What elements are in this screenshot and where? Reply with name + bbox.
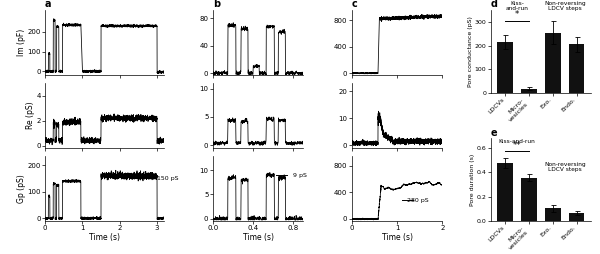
Y-axis label: Re (pS): Re (pS) — [26, 102, 35, 129]
Bar — [521, 89, 536, 93]
Text: 9 pS: 9 pS — [292, 173, 307, 178]
Text: **: ** — [512, 141, 521, 150]
Text: 150 pS: 150 pS — [155, 176, 179, 181]
Y-axis label: Pore duration (s): Pore duration (s) — [470, 153, 475, 206]
Text: Non-reversing
LDCV steps: Non-reversing LDCV steps — [544, 1, 586, 11]
Bar — [569, 44, 584, 93]
Text: d: d — [491, 0, 497, 9]
X-axis label: Time (s): Time (s) — [89, 232, 120, 242]
Bar — [545, 208, 560, 221]
X-axis label: Time (s): Time (s) — [242, 232, 274, 242]
Y-axis label: Pore conductance (pS): Pore conductance (pS) — [469, 16, 473, 87]
Text: c: c — [352, 0, 358, 9]
Bar — [497, 42, 513, 93]
Text: Kiss-
and-run: Kiss- and-run — [505, 1, 529, 11]
Text: b: b — [212, 0, 220, 9]
Text: *: * — [515, 10, 519, 19]
Text: 280 pS: 280 pS — [405, 198, 429, 203]
X-axis label: Time (s): Time (s) — [382, 232, 413, 242]
Bar — [545, 33, 560, 93]
Y-axis label: Gp (pS): Gp (pS) — [17, 174, 26, 203]
Bar — [569, 213, 584, 221]
Text: Kiss-and-run: Kiss-and-run — [499, 139, 535, 144]
Bar — [497, 163, 513, 221]
Text: a: a — [45, 0, 52, 9]
Text: Non-reversing
LDCV steps: Non-reversing LDCV steps — [544, 162, 586, 172]
Text: e: e — [491, 128, 497, 137]
Bar — [521, 178, 536, 221]
Y-axis label: Im (pF): Im (pF) — [17, 29, 26, 56]
